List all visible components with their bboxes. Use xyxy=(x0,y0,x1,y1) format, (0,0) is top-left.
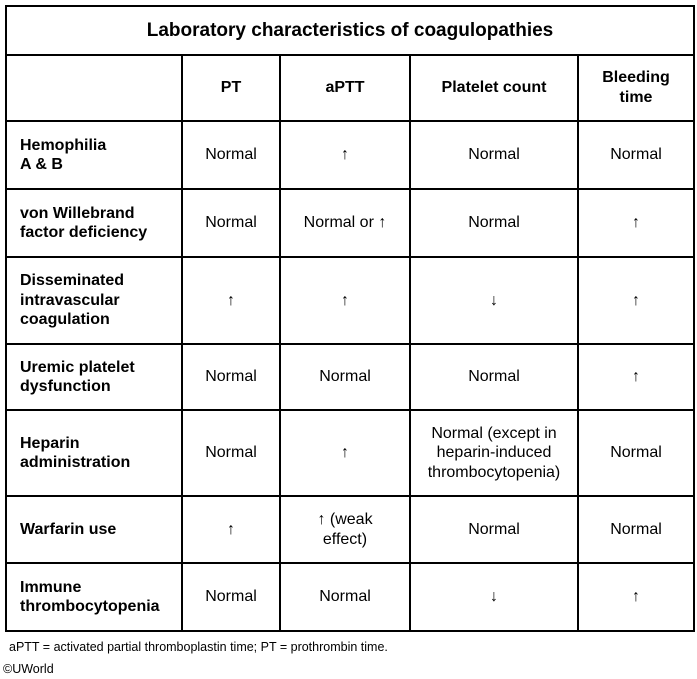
cell-value: Normal xyxy=(205,214,257,232)
cell-value: Normal xyxy=(610,146,662,164)
copyright: ©UWorld xyxy=(3,662,54,676)
cell-value: Normal xyxy=(468,520,520,538)
cell-value: Normal (except in heparin-induced thromb… xyxy=(427,424,561,481)
cell-value: ↑ xyxy=(632,588,640,606)
cell-platelet-count: ↓ xyxy=(409,256,579,345)
cell-pt: ↑ xyxy=(181,256,281,345)
cell-value: ↓ xyxy=(490,291,498,309)
cell-aptt: Normal xyxy=(279,562,411,632)
cell-value: ↑ xyxy=(227,291,235,309)
table-title: Laboratory characteristics of coagulopat… xyxy=(5,5,695,56)
cell-bleeding-time: Normal xyxy=(577,409,695,497)
cell-value: ↑ xyxy=(341,291,349,309)
table-body: Hemophilia A & B Normal ↑ Normal Normal von W… xyxy=(5,120,695,632)
coagulopathy-table: Laboratory characteristics of coagulopat… xyxy=(5,5,695,632)
cell-value: Normal xyxy=(610,520,662,538)
cell-bleeding-time: ↑ xyxy=(577,256,695,345)
cell-platelet-count: Normal xyxy=(409,188,579,258)
cell-aptt: Normal or ↑ xyxy=(279,188,411,258)
cell-platelet-count: Normal xyxy=(409,343,579,411)
cell-pt: ↑ xyxy=(181,495,281,564)
header-pt: PT xyxy=(181,54,281,122)
cell-value: Normal xyxy=(468,214,520,232)
row-label-cell: Immune thrombocytopenia xyxy=(5,562,183,632)
row-label: Uremic platelet dysfunction xyxy=(20,358,135,396)
cell-value: Normal xyxy=(468,368,520,386)
header-bleeding-time: Bleeding time xyxy=(577,54,695,122)
cell-value: Normal xyxy=(610,444,662,462)
cell-bleeding-time: ↑ xyxy=(577,562,695,632)
table-row: Hemophilia A & B Normal ↑ Normal Normal xyxy=(5,120,695,190)
cell-value: Normal or ↑ xyxy=(303,214,387,232)
table-row: Heparin administration Normal ↑ Normal (exc… xyxy=(5,409,695,497)
cell-pt: Normal xyxy=(181,188,281,258)
header-blank xyxy=(5,54,183,122)
header-aptt: aPTT xyxy=(279,54,411,122)
cell-value: ↑ xyxy=(632,214,640,232)
cell-value: Normal xyxy=(319,588,371,606)
row-label-cell: Warfarin use xyxy=(5,495,183,564)
cell-value: Normal xyxy=(205,444,257,462)
row-label: von Willebrand factor deficiency xyxy=(20,204,148,242)
row-label: Heparin administration xyxy=(20,434,131,472)
cell-aptt: ↑ (weak effect) xyxy=(279,495,411,564)
cell-aptt: ↑ xyxy=(279,120,411,190)
cell-value: ↑ xyxy=(632,291,640,309)
cell-value: Normal xyxy=(205,368,257,386)
cell-value: Normal xyxy=(468,146,520,164)
cell-value: ↑ xyxy=(341,146,349,164)
cell-value: ↑ xyxy=(341,444,349,462)
cell-value: ↑ xyxy=(227,520,235,538)
cell-bleeding-time: Normal xyxy=(577,495,695,564)
cell-pt: Normal xyxy=(181,120,281,190)
cell-value: Normal xyxy=(205,146,257,164)
row-label: Disseminated intravascular coagulation xyxy=(20,272,125,329)
row-label: Immune thrombocytopenia xyxy=(20,578,160,616)
cell-platelet-count: Normal (except in heparin-induced thromb… xyxy=(409,409,579,497)
row-label-cell: Uremic platelet dysfunction xyxy=(5,343,183,411)
table-row: Warfarin use ↑ ↑ (weak effect) Normal Normal xyxy=(5,495,695,564)
row-label: Warfarin use xyxy=(20,520,117,538)
row-label-cell: Disseminated intravascular coagulation xyxy=(5,256,183,345)
cell-pt: Normal xyxy=(181,562,281,632)
footnote: aPTT = activated partial thromboplastin … xyxy=(9,640,388,654)
row-label-cell: Heparin administration xyxy=(5,409,183,497)
cell-aptt: ↑ xyxy=(279,409,411,497)
cell-value: ↑ (weak effect) xyxy=(317,511,373,548)
row-label-cell: von Willebrand factor deficiency xyxy=(5,188,183,258)
cell-bleeding-time: ↑ xyxy=(577,343,695,411)
row-label-cell: Hemophilia A & B xyxy=(5,120,183,190)
cell-aptt: ↑ xyxy=(279,256,411,345)
cell-pt: Normal xyxy=(181,343,281,411)
cell-platelet-count: Normal xyxy=(409,495,579,564)
cell-platelet-count: Normal xyxy=(409,120,579,190)
table-row: Disseminated intravascular coagulation ↑ ↑… xyxy=(5,256,695,345)
header-row: PT aPTT Platelet count Bleeding time xyxy=(5,54,695,122)
cell-value: Normal xyxy=(205,588,257,606)
cell-value: ↓ xyxy=(490,588,498,606)
table-row: Immune thrombocytopenia Normal Normal ↓ ↑ xyxy=(5,562,695,632)
row-label: Hemophilia A & B xyxy=(20,136,107,174)
cell-platelet-count: ↓ xyxy=(409,562,579,632)
cell-pt: Normal xyxy=(181,409,281,497)
cell-value: Normal xyxy=(319,368,371,386)
cell-aptt: Normal xyxy=(279,343,411,411)
cell-value: ↑ xyxy=(632,368,640,386)
cell-bleeding-time: Normal xyxy=(577,120,695,190)
cell-bleeding-time: ↑ xyxy=(577,188,695,258)
header-bleeding-time-label: Bleeding time xyxy=(602,69,670,106)
table-row: von Willebrand factor deficiency Normal No… xyxy=(5,188,695,258)
header-platelet-count: Platelet count xyxy=(409,54,579,122)
coagulopathy-figure: Laboratory characteristics of coagulopat… xyxy=(5,5,695,632)
table-row: Uremic platelet dysfunction Normal Normal N… xyxy=(5,343,695,411)
